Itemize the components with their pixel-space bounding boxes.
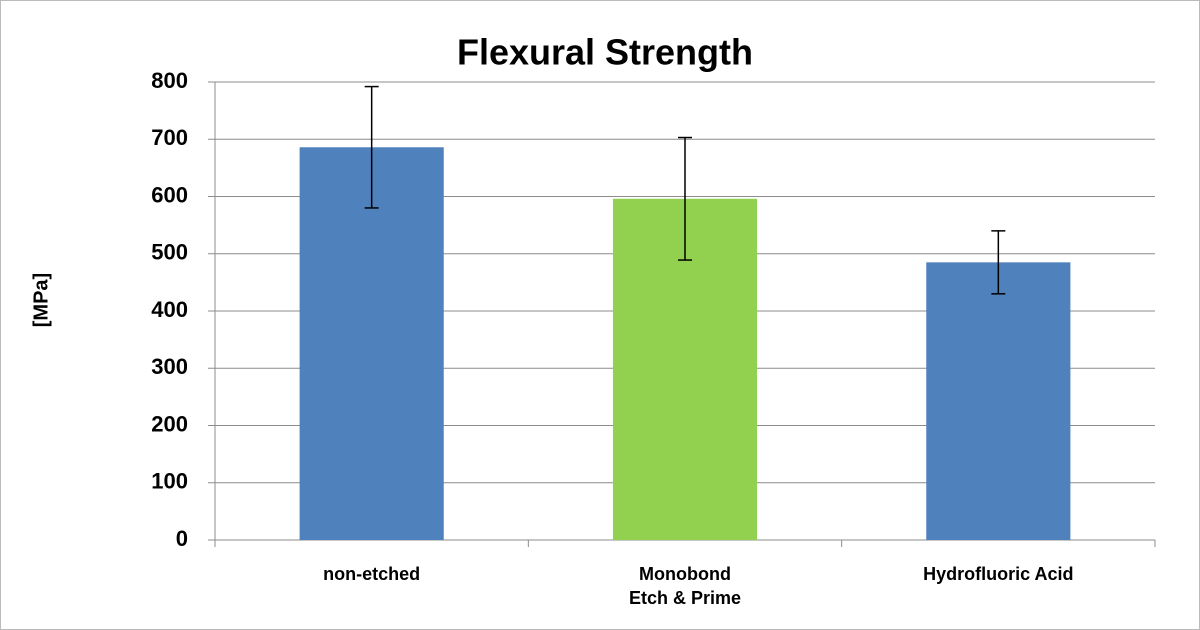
y-tick-label: 500: [151, 240, 188, 265]
y-tick-label: 300: [151, 354, 188, 379]
y-tick-label: 400: [151, 297, 188, 322]
y-tick-label: 200: [151, 411, 188, 436]
y-tick-label: 600: [151, 182, 188, 207]
x-tick-label: Monobond Etch & Prime: [628, 564, 742, 608]
x-tick-label: non-etched: [323, 564, 421, 584]
y-tick-label: 0: [176, 526, 188, 551]
y-tick-label: 700: [151, 125, 188, 150]
y-tick-label: 100: [151, 469, 188, 494]
chart-title: Flexural Strength: [457, 32, 753, 73]
y-tick-label: 800: [151, 68, 188, 93]
bar: [926, 262, 1071, 540]
y-axis-label: [MPa]: [30, 273, 52, 327]
x-tick-label: Hydrofluoric Acid: [923, 564, 1074, 584]
bar: [299, 147, 444, 540]
